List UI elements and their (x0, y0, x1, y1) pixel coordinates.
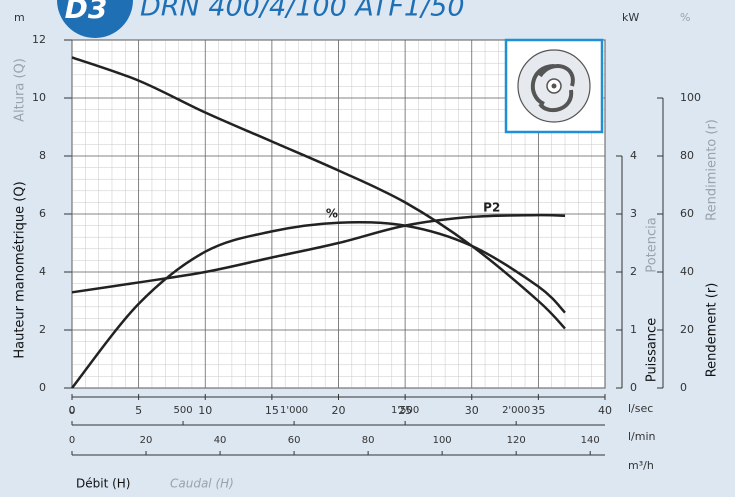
y3-tick-label: 40 (680, 265, 694, 278)
y2-label: Puissance (645, 318, 660, 382)
x-tick-label: 20 (332, 404, 346, 417)
y3-label-alt: Rendimiento (r) (705, 119, 720, 221)
y2-tick-label: 2 (630, 265, 637, 278)
y2-tick-label: 3 (630, 207, 637, 220)
curve-label: % (326, 207, 338, 221)
x2-tick-label: 1'500 (391, 405, 419, 416)
x-tick-label: 30 (465, 404, 479, 417)
curve (71, 220, 566, 389)
x3-tick-label: 20 (140, 435, 153, 446)
y2-tick-label: 1 (630, 323, 637, 336)
x-label: Débit (H) (76, 477, 130, 491)
x3-tick-label: 60 (288, 435, 301, 446)
x3-tick-label: 100 (433, 435, 452, 446)
y2-tick-label: 4 (630, 149, 637, 162)
x3-tick-label: 0 (69, 435, 75, 446)
y-tick-label: 12 (32, 33, 46, 46)
curve (71, 213, 566, 294)
x3-tick-label: 140 (581, 435, 600, 446)
impeller-icon (504, 38, 604, 134)
impeller-vane (538, 64, 575, 87)
x2-tick-label: 500 (173, 405, 192, 416)
y3-label: Rendement (r) (705, 283, 720, 378)
x3-tick-label: 40 (214, 435, 227, 446)
x-tick-label: 10 (198, 404, 212, 417)
y-tick-label: 0 (39, 381, 46, 394)
y-label: Hauteur manométrique (Q) (13, 181, 28, 358)
y-tick-label: 4 (39, 265, 46, 278)
impeller-vane (538, 89, 574, 113)
y3-tick-label: 20 (680, 323, 694, 336)
x2-tick-label: 2'000 (502, 405, 530, 416)
curve (71, 56, 566, 330)
x2-tick-label: 0 (69, 405, 75, 416)
y3-unit: % (680, 11, 690, 24)
x3-unit: m³/h (628, 459, 654, 472)
y-label-alt: Altura (Q) (13, 58, 28, 122)
y-unit: m (14, 11, 25, 24)
badge-text: D3 (65, 0, 108, 25)
x-tick-label: 40 (598, 404, 612, 417)
y3-tick-label: 60 (680, 207, 694, 220)
x-tick-label: 25 (398, 404, 412, 417)
y-tick-label: 8 (39, 149, 46, 162)
y3-tick-label: 0 (680, 381, 687, 394)
x-tick-label: 15 (265, 404, 279, 417)
curve-label: P2 (483, 201, 500, 215)
y2-tick-label: 0 (630, 381, 637, 394)
impeller-bore (551, 83, 557, 89)
x-tick-label: 5 (135, 404, 142, 417)
chart-title: DRN 400/4/100 ATF1/50 (140, 0, 465, 23)
x-label-alt: Caudal (H) (170, 477, 234, 491)
x3-tick-label: 80 (362, 435, 375, 446)
y3-tick-label: 100 (680, 91, 701, 104)
y-tick-label: 10 (32, 91, 46, 104)
x-tick-label: 0 (69, 404, 76, 417)
x2-unit: l/min (628, 430, 656, 443)
y-tick-label: 2 (39, 323, 46, 336)
x2-tick-label: 1'000 (280, 405, 308, 416)
y-tick-label: 6 (39, 207, 46, 220)
x3-tick-label: 120 (507, 435, 526, 446)
y2-unit: kW (622, 11, 639, 24)
badge (57, 0, 133, 38)
y3-tick-label: 80 (680, 149, 694, 162)
x-tick-label: 35 (531, 404, 545, 417)
y2-label-alt: Potencia (645, 217, 660, 272)
x-unit: l/sec (628, 402, 653, 415)
